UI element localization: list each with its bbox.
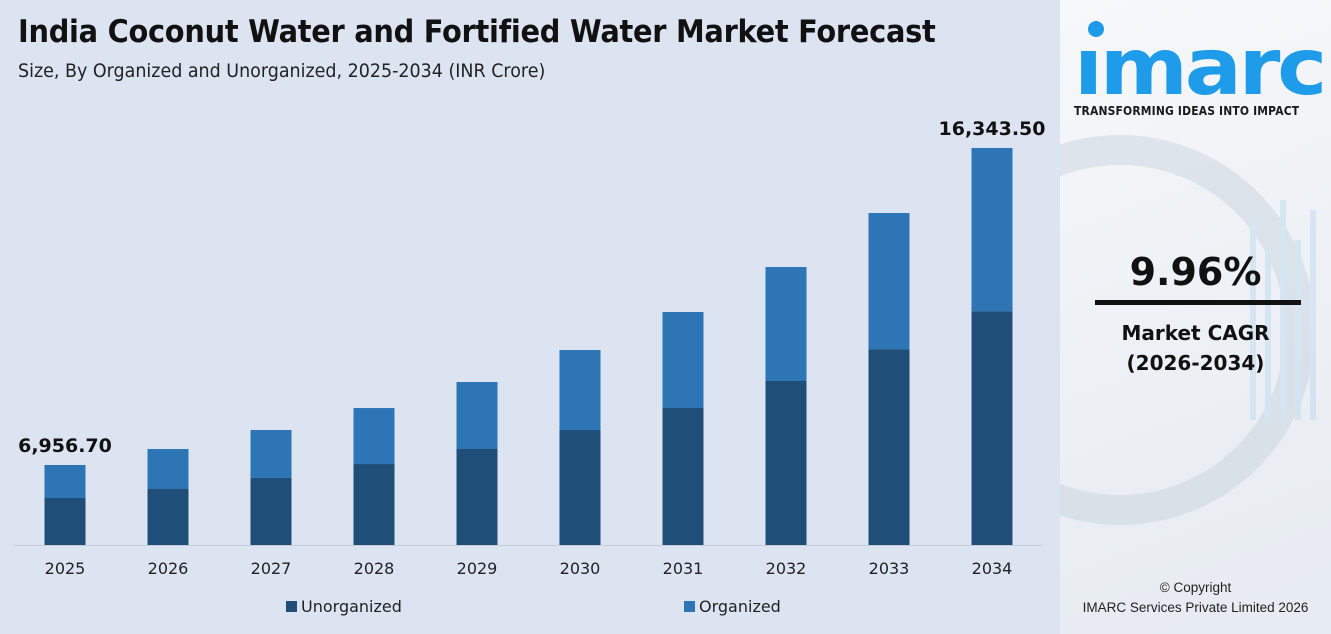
bar-unorganized-2030 [559, 429, 601, 545]
bar-unorganized-2032 [765, 380, 807, 545]
x-tick-label: 2029 [457, 559, 498, 578]
bar-organized-2034 [971, 147, 1013, 312]
bar-organized-2033 [868, 213, 910, 350]
legend-swatch-unorganized [286, 601, 297, 612]
bar-unorganized-2028 [353, 464, 395, 545]
x-tick-label: 2026 [148, 559, 189, 578]
chart-subtitle: Size, By Organized and Unorganized, 2025… [18, 60, 546, 82]
x-tick-label: 2027 [251, 559, 292, 578]
legend-label: Organized [699, 597, 781, 616]
sidebar-panel: ımarc TRANSFORMING IDEAS INTO IMPACT 9.9… [1060, 0, 1331, 634]
bar-organized-2028 [353, 408, 395, 465]
bar-organized-2027 [250, 430, 292, 478]
bar-unorganized-2031 [662, 408, 704, 545]
bar-organized-2026 [147, 449, 189, 490]
bar-chart: 2025 6,956.70 2026 2027 2028 2029 2030 2031 2032… [14, 118, 1046, 578]
data-label-2025: 6,956.70 [18, 435, 112, 457]
bar-organized-2029 [456, 382, 498, 449]
bar-unorganized-2033 [868, 349, 910, 545]
x-tick-label: 2033 [869, 559, 910, 578]
data-label-2034: 16,343.50 [939, 118, 1046, 140]
bar-unorganized-2029 [456, 448, 498, 545]
x-tick-label: 2030 [560, 559, 601, 578]
legend-item-unorganized: Unorganized [286, 597, 402, 616]
legend-item-organized: Organized [684, 597, 781, 616]
chart-area: India Coconut Water and Fortified Water … [0, 14, 1060, 619]
x-tick-label: 2032 [766, 559, 807, 578]
company-name: IMARC Services Private Limited 2026 [1082, 600, 1309, 615]
tagline: TRANSFORMING IDEAS INTO IMPACT [1074, 103, 1300, 118]
bar-unorganized-2027 [250, 477, 292, 545]
bar-unorganized-2034 [971, 311, 1013, 545]
bar-unorganized-2025 [44, 498, 86, 545]
cagr-value: 9.96% [1129, 250, 1262, 294]
divider [1095, 300, 1301, 305]
bar-unorganized-2026 [147, 489, 189, 545]
bar-organized-2032 [765, 267, 807, 381]
legend-swatch-organized [684, 601, 695, 612]
cagr-label-text: Market CAGR [1121, 321, 1270, 345]
x-tick-label: 2034 [972, 559, 1013, 578]
decorative-chart-graphic [1060, 135, 1316, 525]
cagr-label: Market CAGR (2026-2034) [1060, 318, 1331, 378]
x-tick-label: 2028 [354, 559, 395, 578]
bar-organized-2025 [44, 465, 86, 499]
x-tick-label: 2025 [45, 559, 86, 578]
imarc-logo: ımarc [1074, 21, 1324, 100]
legend-label: Unorganized [301, 597, 402, 616]
chart-title: India Coconut Water and Fortified Water … [18, 14, 936, 50]
copyright: © Copyright IMARC Services Private Limit… [1060, 578, 1331, 618]
bar-organized-2031 [662, 312, 704, 409]
copyright-symbol: © Copyright [1159, 580, 1232, 595]
cagr-period: (2026-2034) [1126, 351, 1265, 375]
legend: Unorganized Organized [0, 597, 1060, 619]
x-tick-label: 2031 [663, 559, 704, 578]
bar-organized-2030 [559, 350, 601, 430]
svg-text:ımarc: ımarc [1074, 23, 1324, 100]
